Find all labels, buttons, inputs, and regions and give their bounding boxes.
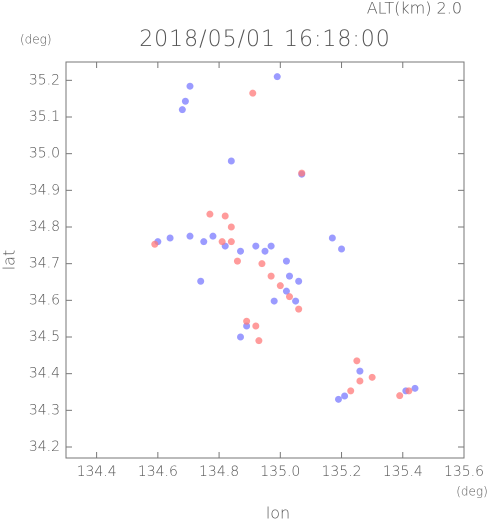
x-tick-label: 134.4 — [77, 464, 117, 480]
echo-point — [186, 82, 194, 90]
y-tick-label: 34.2 — [29, 439, 60, 455]
chart-title: 2018/05/01 16:18:00 — [139, 27, 391, 52]
echo-point — [270, 297, 278, 305]
echo-point — [356, 377, 364, 385]
echo-point — [341, 392, 349, 400]
echo-point — [249, 89, 257, 97]
subtitle: ALT(km) 2.0 — [367, 0, 462, 18]
y-tick-label: 34.7 — [29, 256, 60, 272]
echo-point — [282, 257, 290, 265]
echo-point — [295, 305, 303, 313]
echo-point — [237, 247, 245, 255]
echo-point — [405, 387, 413, 395]
plot-frame — [65, 61, 465, 459]
echo-point — [178, 106, 186, 114]
echo-point — [411, 384, 419, 392]
echo-point — [243, 317, 251, 325]
echo-point — [285, 293, 293, 301]
echo-point — [356, 367, 364, 375]
echo-point — [218, 238, 226, 246]
echo-point — [258, 260, 266, 268]
y-tick-label: 34.9 — [29, 182, 60, 198]
echo-point — [328, 234, 336, 242]
x-tick-label: 135.4 — [383, 464, 423, 480]
echo-point — [285, 272, 293, 280]
x-tick-label: 134.6 — [138, 464, 178, 480]
echo-point — [209, 232, 217, 240]
echo-point — [276, 282, 284, 290]
echo-point — [338, 245, 346, 253]
echo-point — [295, 277, 303, 285]
y-tick-label: 35.1 — [29, 109, 60, 125]
echo-point — [368, 373, 376, 381]
echo-point — [267, 272, 275, 280]
echo-point — [151, 240, 159, 248]
echo-point — [252, 242, 260, 250]
echo-point — [273, 73, 281, 81]
y-axis-label: lat — [0, 250, 19, 271]
echo-point — [298, 169, 306, 177]
y-tick-label: 35.2 — [29, 72, 60, 88]
echo-point — [227, 157, 235, 165]
echo-point — [197, 277, 205, 285]
echo-point — [267, 242, 275, 250]
x-tick-label: 135.2 — [321, 464, 361, 480]
echo-point — [353, 357, 361, 365]
echo-point — [261, 247, 269, 255]
echo-point — [200, 238, 208, 246]
echo-point — [181, 97, 189, 105]
echo-point — [233, 257, 241, 265]
echo-point — [166, 234, 174, 242]
echo-point — [252, 322, 260, 330]
y-tick-label: 35.0 — [29, 146, 60, 162]
echo-point — [292, 297, 300, 305]
x-axis-label: lon — [266, 504, 290, 522]
echo-point — [255, 337, 263, 345]
y-tick-label: 34.8 — [29, 219, 60, 235]
x-tick-label: 134.8 — [199, 464, 239, 480]
echo-point — [221, 212, 229, 220]
y-tick-label: 34.4 — [29, 366, 60, 382]
echo-point — [206, 210, 214, 218]
y-tick-label: 34.3 — [29, 402, 60, 418]
y-tick-label: 34.5 — [29, 329, 60, 345]
y-unit: (deg) — [20, 33, 52, 47]
echo-point — [186, 232, 194, 240]
x-tick-label: 135.0 — [260, 464, 300, 480]
echo-point — [227, 223, 235, 231]
echo-point — [227, 238, 235, 246]
x-unit: (deg) — [456, 485, 488, 499]
echo-point — [396, 392, 404, 400]
x-tick-label: 135.6 — [444, 464, 484, 480]
echo-point — [282, 287, 290, 295]
echo-point — [237, 333, 245, 341]
echo-point — [334, 395, 342, 403]
echo-point — [347, 387, 355, 395]
y-tick-label: 34.6 — [29, 292, 60, 308]
